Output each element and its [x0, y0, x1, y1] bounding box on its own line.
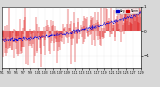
Legend: Avg, Norm: Avg, Norm [116, 9, 139, 14]
